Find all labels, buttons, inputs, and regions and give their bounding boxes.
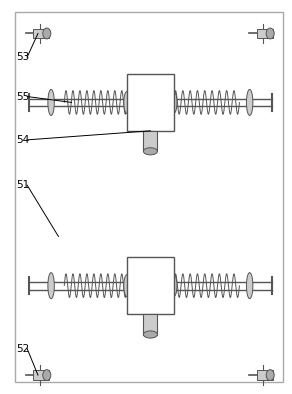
- Bar: [127, 74, 174, 131]
- Bar: [256, 28, 272, 39]
- Text: 53: 53: [16, 52, 29, 62]
- Bar: [256, 370, 272, 380]
- Bar: [127, 257, 174, 314]
- Circle shape: [43, 370, 51, 381]
- Ellipse shape: [143, 331, 157, 338]
- Ellipse shape: [143, 148, 157, 155]
- Text: 55: 55: [16, 91, 29, 102]
- Circle shape: [43, 28, 51, 39]
- Bar: [33, 370, 49, 380]
- Ellipse shape: [48, 89, 54, 115]
- Bar: [143, 131, 157, 151]
- Ellipse shape: [171, 91, 177, 113]
- Circle shape: [266, 370, 274, 381]
- Bar: [143, 314, 157, 335]
- Text: 51: 51: [16, 180, 29, 190]
- Text: 54: 54: [16, 135, 29, 145]
- Ellipse shape: [124, 91, 130, 113]
- Ellipse shape: [48, 273, 54, 299]
- Ellipse shape: [124, 275, 130, 297]
- Ellipse shape: [246, 273, 253, 299]
- Circle shape: [266, 28, 274, 39]
- Ellipse shape: [171, 275, 177, 297]
- Text: 52: 52: [16, 344, 29, 354]
- Ellipse shape: [246, 89, 253, 115]
- Bar: [33, 28, 49, 39]
